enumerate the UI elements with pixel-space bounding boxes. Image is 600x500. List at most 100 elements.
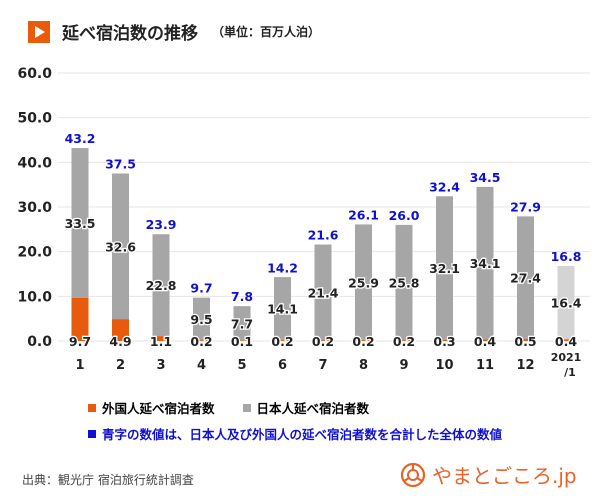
foreign-label: 0.4	[555, 334, 577, 349]
japanese-label: 14.1	[267, 302, 298, 317]
total-label: 9.7	[190, 281, 212, 296]
y-tick-label: 0.0	[27, 334, 52, 350]
legend-series: 外国人延べ宿泊者数 日本人延べ宿泊者数	[88, 398, 369, 417]
foreign-label: 0.2	[312, 334, 334, 349]
total-label: 27.9	[510, 199, 541, 214]
x-tick-label: 5	[237, 358, 246, 373]
bar-foreign	[193, 340, 210, 341]
foreign-label: 0.2	[352, 334, 374, 349]
japanese-label: 32.6	[105, 239, 136, 254]
japanese-label: 32.1	[429, 261, 460, 276]
total-label: 37.5	[105, 157, 136, 172]
bar-japanese	[436, 196, 453, 340]
y-tick-label: 30.0	[17, 200, 52, 216]
unit-label: （単位：百万人泊）	[212, 25, 321, 39]
bar-foreign	[517, 338, 534, 341]
japanese-label: 34.1	[470, 256, 501, 271]
x-tick-label: 9	[399, 358, 408, 373]
x-tick-label: 3	[156, 358, 165, 373]
bar-japanese	[193, 297, 210, 341]
japanese-label: 21.4	[308, 285, 339, 300]
bar-foreign	[436, 339, 453, 341]
bar-japanese	[557, 265, 575, 340]
legend-swatch-japanese	[242, 403, 251, 412]
total-label: 14.2	[267, 261, 298, 276]
foreign-label: 0.3	[433, 334, 455, 349]
bar-chart: 0.0 10.0 20.0 30.0 40.0 50.0 60.0 43.2 33.5 9.7 1 3…	[17, 66, 590, 379]
x-tick-label: 10	[435, 358, 453, 373]
y-tick-label: 60.0	[17, 66, 52, 82]
bar-foreign	[476, 339, 494, 341]
japanese-label: 16.4	[551, 296, 582, 311]
bar-japanese	[476, 186, 494, 340]
total-label: 26.0	[389, 208, 420, 223]
total-label: 16.8	[551, 249, 582, 264]
total-label: 32.4	[429, 179, 460, 194]
total-label: 26.1	[348, 207, 379, 222]
x-tick-label: 2021	[551, 351, 582, 364]
x-tick-label: 6	[278, 358, 287, 373]
logo: やまとごころ.jp	[400, 460, 577, 489]
x-tick-label: 1	[75, 358, 84, 373]
x-tick-label: 7	[318, 358, 327, 373]
foreign-label: 1.1	[150, 334, 172, 349]
total-label: 34.5	[470, 170, 501, 185]
bar-foreign	[395, 340, 413, 341]
bar-japanese	[233, 306, 251, 341]
foreign-label: 0.2	[190, 334, 212, 349]
logo-icon	[400, 462, 426, 487]
japanese-label: 27.4	[510, 271, 541, 286]
japanese-label: 25.9	[348, 275, 379, 290]
total-label: 43.2	[65, 131, 96, 146]
foreign-label: 9.7	[69, 334, 91, 349]
x-tick-label: 4	[197, 358, 206, 373]
total-label: 7.8	[231, 289, 253, 304]
bar-japanese	[71, 148, 89, 298]
x-tick-label: 11	[476, 358, 494, 373]
bar-japanese	[395, 224, 413, 341]
total-label: 21.6	[308, 228, 339, 243]
x-tick-label: 2	[116, 358, 125, 373]
chart-title: 延べ宿泊数の推移	[62, 24, 198, 44]
japanese-label: 22.8	[146, 278, 177, 293]
foreign-label: 0.5	[514, 334, 536, 349]
legend-swatch-total	[88, 429, 96, 438]
bar-japanese	[517, 216, 534, 339]
legend-swatch-foreign	[88, 403, 96, 412]
bar-japanese	[355, 224, 372, 341]
bar-foreign	[314, 340, 332, 341]
foreign-label: 0.2	[393, 334, 415, 349]
japanese-label: 33.5	[65, 216, 96, 231]
legend-note: 青字の数値は、日本人及び外国人の延べ宿泊者数を合計した全体の数値	[88, 424, 502, 443]
bar-japanese	[314, 244, 332, 341]
y-tick-label: 40.0	[17, 155, 52, 171]
total-label: 23.9	[146, 217, 177, 232]
bar-japanese	[112, 173, 129, 320]
foreign-label: 0.1	[231, 334, 253, 349]
y-tick-label: 50.0	[17, 111, 52, 127]
bar-foreign	[557, 339, 575, 341]
japanese-label: 7.7	[231, 316, 253, 331]
japanese-label: 25.8	[389, 275, 420, 290]
legend-note-text: 青字の数値は、日本人及び外国人の延べ宿泊者数を合計した全体の数値	[102, 427, 503, 442]
foreign-label: 0.2	[271, 334, 293, 349]
legend-japanese: 日本人延べ宿泊者数	[256, 401, 370, 416]
bar-japanese	[152, 234, 170, 337]
bar-foreign	[71, 297, 89, 341]
japanese-label: 9.5	[190, 312, 212, 327]
bar-foreign	[152, 336, 170, 341]
header: 延べ宿泊数の推移 （単位：百万人泊）	[28, 19, 320, 44]
x-tick-label: /1	[564, 366, 576, 379]
legend-foreign: 外国人延べ宿泊者数	[102, 401, 215, 416]
x-tick-label: 12	[516, 358, 534, 373]
foreign-label: 0.4	[474, 334, 496, 349]
logo-text: やまとごころ.jp	[432, 464, 577, 488]
y-tick-label: 10.0	[17, 289, 52, 305]
bar-foreign	[274, 340, 291, 341]
source-note: 出典：観光庁 宿泊旅行統計調査	[22, 473, 194, 487]
y-tick-label: 20.0	[17, 245, 52, 261]
bar-japanese	[274, 277, 291, 341]
x-tick-label: 8	[359, 358, 368, 373]
foreign-label: 4.9	[109, 334, 131, 349]
